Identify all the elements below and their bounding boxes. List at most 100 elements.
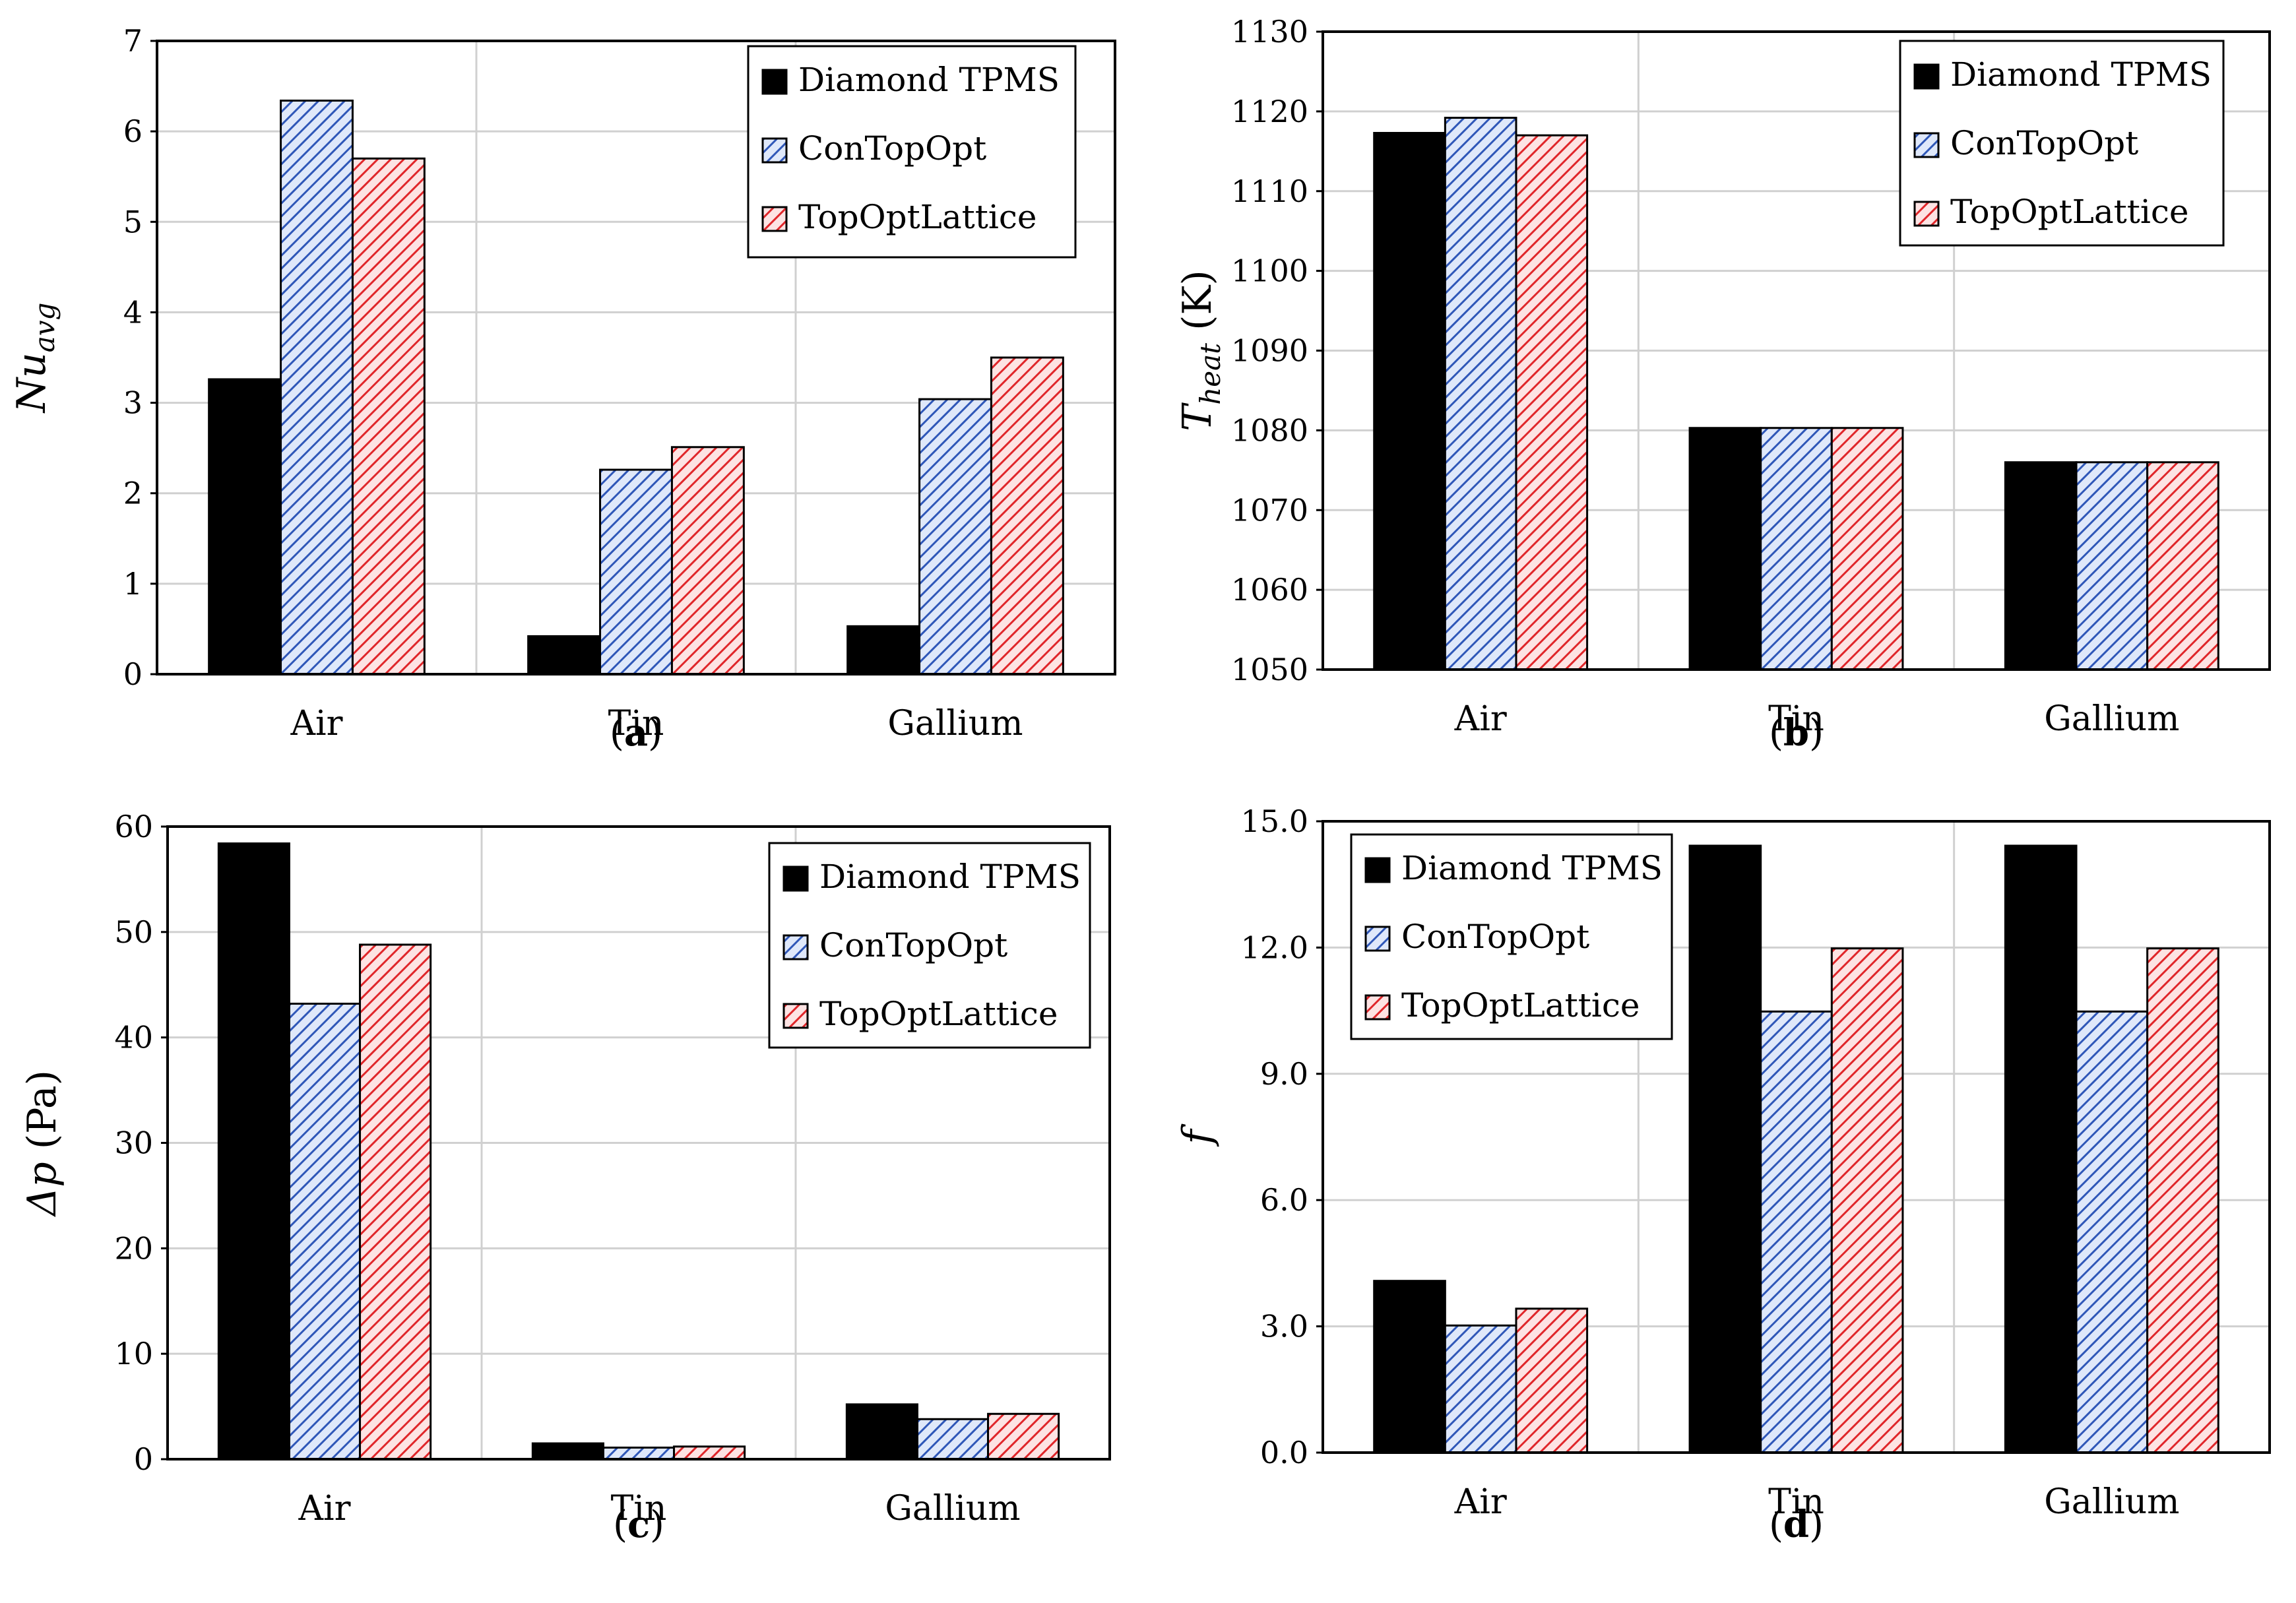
- y-tick-label: 1080: [1231, 412, 1308, 448]
- panel-caption: (a): [610, 711, 662, 755]
- y-tick-label: 1100: [1231, 253, 1308, 289]
- panel-caption: (c): [613, 1503, 664, 1546]
- bar-topoptlattice-gallium: [990, 356, 1064, 676]
- y-tick-label: 15.0: [1241, 803, 1308, 839]
- y-tick-label: 1110: [1231, 173, 1308, 209]
- legend-label-topoptlattice: TopOptLattice: [1401, 986, 1640, 1024]
- charts-root: 0 1 2 3 4 5 6 7 Air Tin Gallium Nuavg Diamond TPMS Co…: [9, 14, 2271, 1546]
- bar-topoptlattice-air: [1515, 134, 1589, 671]
- bar-diamond-air: [208, 378, 282, 676]
- chart-panel-d: 0.0 3.0 6.0 9.0 12.0 15.0 Air Tin Gallium f Diamon…: [1174, 803, 2271, 1546]
- bar-contopopt-air: [280, 100, 354, 676]
- legend-label-contopopt: ConTopOpt: [1401, 918, 1589, 956]
- bar-contopopt-gallium: [916, 1418, 990, 1461]
- legend-swatch-topoptlattice: [1364, 994, 1391, 1021]
- bar-topoptlattice-tin: [1830, 947, 1904, 1454]
- bar-contopopt-tin: [599, 468, 673, 676]
- bar-contopopt-air: [1444, 1324, 1517, 1454]
- legend: Diamond TPMS ConTopOpt TopOptLattice: [747, 45, 1077, 259]
- bar-contopopt-tin: [1760, 427, 1833, 671]
- bar-contopopt-gallium: [918, 398, 992, 676]
- legend-swatch-topoptlattice: [761, 206, 788, 232]
- chart-panel-c: 0 10 20 30 40 50 60 Air Tin Gallium Δp (Pa) Diamond…: [19, 809, 1111, 1546]
- legend-box: [747, 45, 1077, 259]
- y-axis-label-sub: avg: [28, 303, 61, 353]
- y-axis-label: Nuavg: [9, 303, 61, 414]
- legend-box: [768, 842, 1091, 1049]
- legend-swatch-topoptlattice: [782, 1003, 809, 1029]
- caption-open-paren: (: [610, 712, 624, 755]
- bar-contopopt-gallium: [2075, 461, 2149, 671]
- legend-swatch-contopopt: [782, 934, 809, 960]
- legend-label-topoptlattice: TopOptLattice: [798, 198, 1036, 236]
- y-tick-label: 3.0: [1260, 1309, 1308, 1344]
- y-tick-label: 12.0: [1241, 929, 1308, 965]
- bar-diamond-air: [1373, 1280, 1446, 1454]
- legend: Diamond TPMS ConTopOpt TopOptLattice: [1350, 833, 1673, 1040]
- bar-topoptlattice-gallium: [987, 1412, 1060, 1461]
- legend-label-contopopt: ConTopOpt: [819, 926, 1007, 964]
- y-tick-label: 9.0: [1260, 1056, 1308, 1092]
- x-category-label: Air: [1454, 699, 1507, 739]
- caption-close-paren: ): [1809, 1503, 1824, 1546]
- bar-topoptlattice-tin: [1830, 427, 1904, 671]
- caption-letter: c: [627, 1503, 650, 1546]
- legend-label-diamond: Diamond TPMS: [1401, 849, 1663, 887]
- y-axis-label-main: Nu: [9, 352, 55, 414]
- y-tick-label: 0: [134, 1441, 153, 1477]
- bar-topoptlattice-air: [1515, 1307, 1589, 1454]
- y-tick-label: 1130: [1231, 14, 1308, 49]
- y-tick-label: 4: [123, 294, 143, 330]
- plot-frame: [156, 40, 1116, 676]
- y-axis-label-unit: (K): [1174, 270, 1221, 343]
- y-tick-label: 50: [114, 914, 153, 950]
- bar-topoptlattice-tin: [673, 1445, 746, 1461]
- bar-diamond-gallium: [845, 1403, 918, 1461]
- bar-contopopt-air: [1444, 117, 1517, 671]
- legend-box: [1350, 833, 1673, 1040]
- y-axis-label: f: [1174, 1123, 1221, 1147]
- x-category-label: Gallium: [2044, 1482, 2179, 1522]
- caption-letter: b: [1783, 711, 1809, 755]
- caption-close-paren: ): [650, 1503, 664, 1546]
- bar-topoptlattice-air: [359, 943, 432, 1461]
- y-tick-label: 10: [114, 1336, 153, 1371]
- chart-panel-a: 0 1 2 3 4 5 6 7 Air Tin Gallium Nuavg Diamond TPMS Co…: [9, 23, 1116, 755]
- y-tick-label: 20: [114, 1230, 153, 1266]
- bar-diamond-tin: [1688, 427, 1762, 671]
- y-tick-label: 7: [123, 23, 143, 59]
- bar-diamond-tin: [531, 1442, 604, 1461]
- caption-letter: a: [624, 711, 648, 755]
- x-category-label: Tin: [611, 1489, 667, 1528]
- bar-diamond-gallium: [846, 625, 921, 676]
- y-axis-label-unit: (Pa): [19, 1070, 65, 1162]
- y-tick-label: 5: [123, 204, 143, 239]
- x-category-label: Gallium: [885, 1489, 1020, 1528]
- y-tick-label: 1060: [1231, 572, 1308, 608]
- y-tick-label: 3: [123, 385, 143, 421]
- y-axis-label-main: T: [1174, 402, 1221, 431]
- y-tick-label: 2: [123, 476, 143, 511]
- chart-panel-b: 1050 1060 1070 1080 1090 1100 1110 1120 1130 Air T…: [1174, 14, 2271, 755]
- x-category-label: Tin: [608, 704, 664, 743]
- legend-label-diamond: Diamond TPMS: [1950, 55, 2212, 94]
- bar-contopopt-air: [288, 1003, 362, 1461]
- y-tick-label: 6: [123, 113, 143, 149]
- bar-diamond-gallium: [2004, 844, 2078, 1454]
- bar-topoptlattice-gallium: [2146, 947, 2219, 1454]
- bar-topoptlattice-tin: [670, 446, 745, 676]
- y-axis-label-main: Δp: [19, 1162, 65, 1217]
- caption-open-paren: (: [1769, 712, 1783, 755]
- bar-diamond-gallium: [2004, 461, 2078, 671]
- x-category-label: Air: [298, 1489, 350, 1528]
- plot-frame: [1322, 820, 2271, 1454]
- bar-diamond-tin: [1688, 844, 1762, 1454]
- legend-label-contopopt: ConTopOpt: [1950, 124, 2138, 162]
- y-tick-label: 1090: [1231, 333, 1308, 369]
- bar-contopopt-tin: [1760, 1010, 1833, 1454]
- x-category-label: Air: [1454, 1482, 1507, 1522]
- bar-diamond-air: [1373, 132, 1446, 671]
- legend-label-topoptlattice: TopOptLattice: [819, 995, 1058, 1033]
- y-axis-label-main: f: [1174, 1123, 1221, 1147]
- y-tick-label: 60: [114, 809, 153, 844]
